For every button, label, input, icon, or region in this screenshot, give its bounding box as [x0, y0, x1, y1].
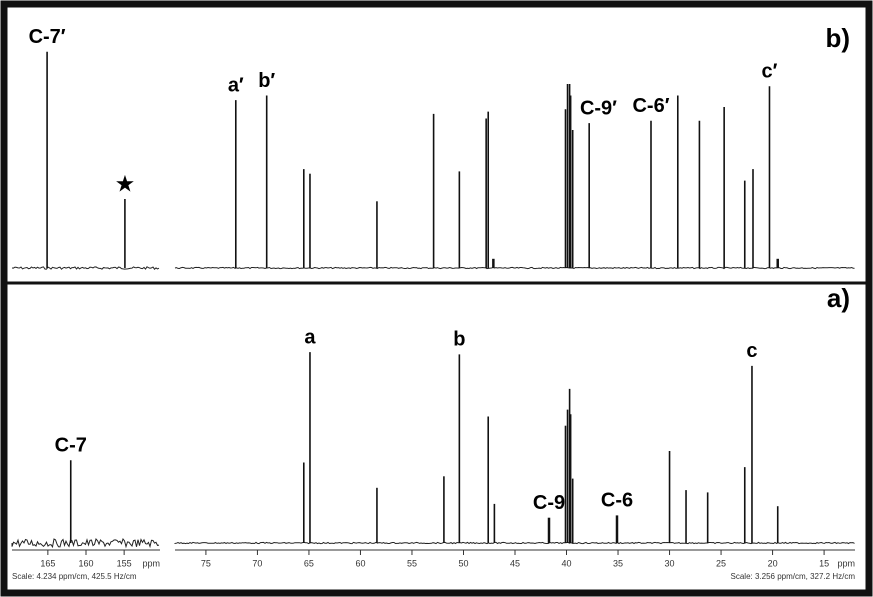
x-axis-label: ppm	[837, 558, 855, 568]
annotation: c′	[762, 61, 778, 83]
panel-label: a)	[827, 283, 850, 313]
baseline	[11, 266, 160, 270]
annotation: a′	[228, 74, 244, 96]
x-tick-label: 155	[117, 558, 132, 568]
annotation: ★	[116, 173, 134, 195]
x-tick-label: 40	[562, 558, 572, 568]
baseline	[174, 266, 855, 270]
annotation: b	[453, 329, 465, 351]
x-tick-label: 160	[78, 558, 93, 568]
x-tick-label: 15	[819, 558, 829, 568]
x-tick-label: 55	[407, 558, 417, 568]
x-tick-label: 65	[304, 558, 314, 568]
x-axis-label: ppm	[142, 558, 160, 568]
x-tick-label: 25	[716, 558, 726, 568]
annotation: C-7	[55, 434, 87, 456]
annotation: C-6	[601, 490, 633, 512]
x-tick-label: 60	[355, 558, 365, 568]
annotation: b′	[258, 70, 275, 92]
annotation: C-9′	[580, 97, 617, 119]
annotation: a	[304, 326, 316, 348]
panel-label: b)	[825, 23, 850, 53]
x-tick-label: 45	[510, 558, 520, 568]
baseline	[174, 541, 855, 545]
annotation: C-6′	[632, 95, 669, 117]
scale-note: Scale: 3.256 ppm/cm, 327.2 Hz/cm	[731, 572, 856, 581]
x-tick-label: 70	[252, 558, 262, 568]
x-tick-label: 50	[458, 558, 468, 568]
baseline	[11, 537, 160, 549]
x-tick-label: 30	[665, 558, 675, 568]
annotation: c	[746, 340, 757, 362]
annotation: C-7′	[29, 26, 66, 48]
x-tick-label: 165	[40, 558, 55, 568]
scale-note: Scale: 4.234 ppm/cm, 425.5 Hz/cm	[12, 572, 137, 581]
x-tick-label: 35	[613, 558, 623, 568]
x-tick-label: 20	[768, 558, 778, 568]
annotation: C-9	[533, 492, 565, 514]
x-tick-label: 75	[201, 558, 211, 568]
